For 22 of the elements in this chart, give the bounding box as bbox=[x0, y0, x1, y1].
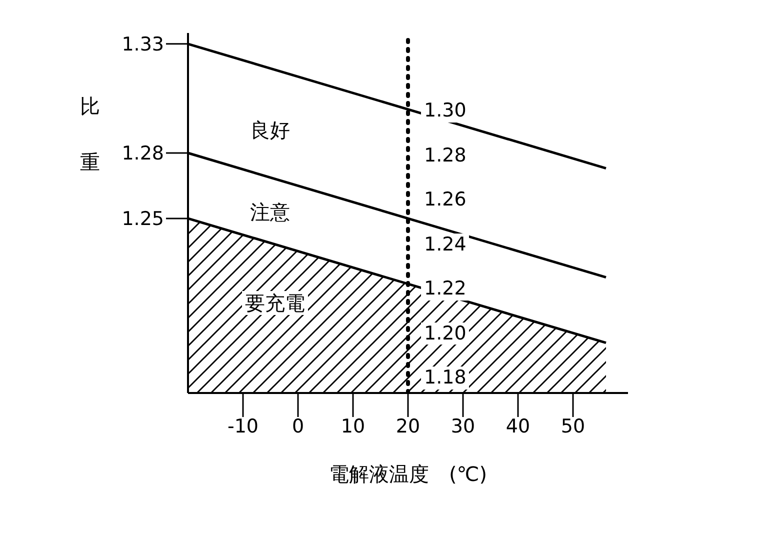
text: 比重 bbox=[80, 94, 100, 174]
annotation: 良好 bbox=[247, 118, 293, 142]
x-axis-title: 電解液温度 (℃) bbox=[328, 462, 488, 486]
y-tick-label: 1.25 bbox=[122, 208, 164, 230]
annotation: 1.20 bbox=[421, 322, 470, 345]
annotation: 1.26 bbox=[421, 188, 470, 212]
x-tick-label: 20 bbox=[396, 415, 420, 438]
x-tick-label: 10 bbox=[340, 415, 366, 438]
y-tick-label: 1.33 bbox=[122, 34, 164, 56]
annotation: 1.28 bbox=[421, 144, 470, 167]
annotation: 1.22 bbox=[421, 278, 470, 300]
annotation: 1.24 bbox=[421, 233, 470, 256]
annotation: 注意 bbox=[247, 200, 293, 224]
y-tick-label: 1.28 bbox=[122, 142, 164, 165]
x-tick-label: 50 bbox=[560, 415, 586, 438]
annotation: 1.18 bbox=[421, 366, 470, 390]
x-tick-label: 40 bbox=[506, 415, 530, 438]
annotation: 1.30 bbox=[421, 100, 470, 122]
x-tick-label: -10 bbox=[227, 415, 259, 438]
x-tick-label: 0 bbox=[292, 415, 304, 438]
annotation: 要充電 bbox=[242, 291, 308, 315]
x-tick-label: 30 bbox=[450, 415, 476, 438]
